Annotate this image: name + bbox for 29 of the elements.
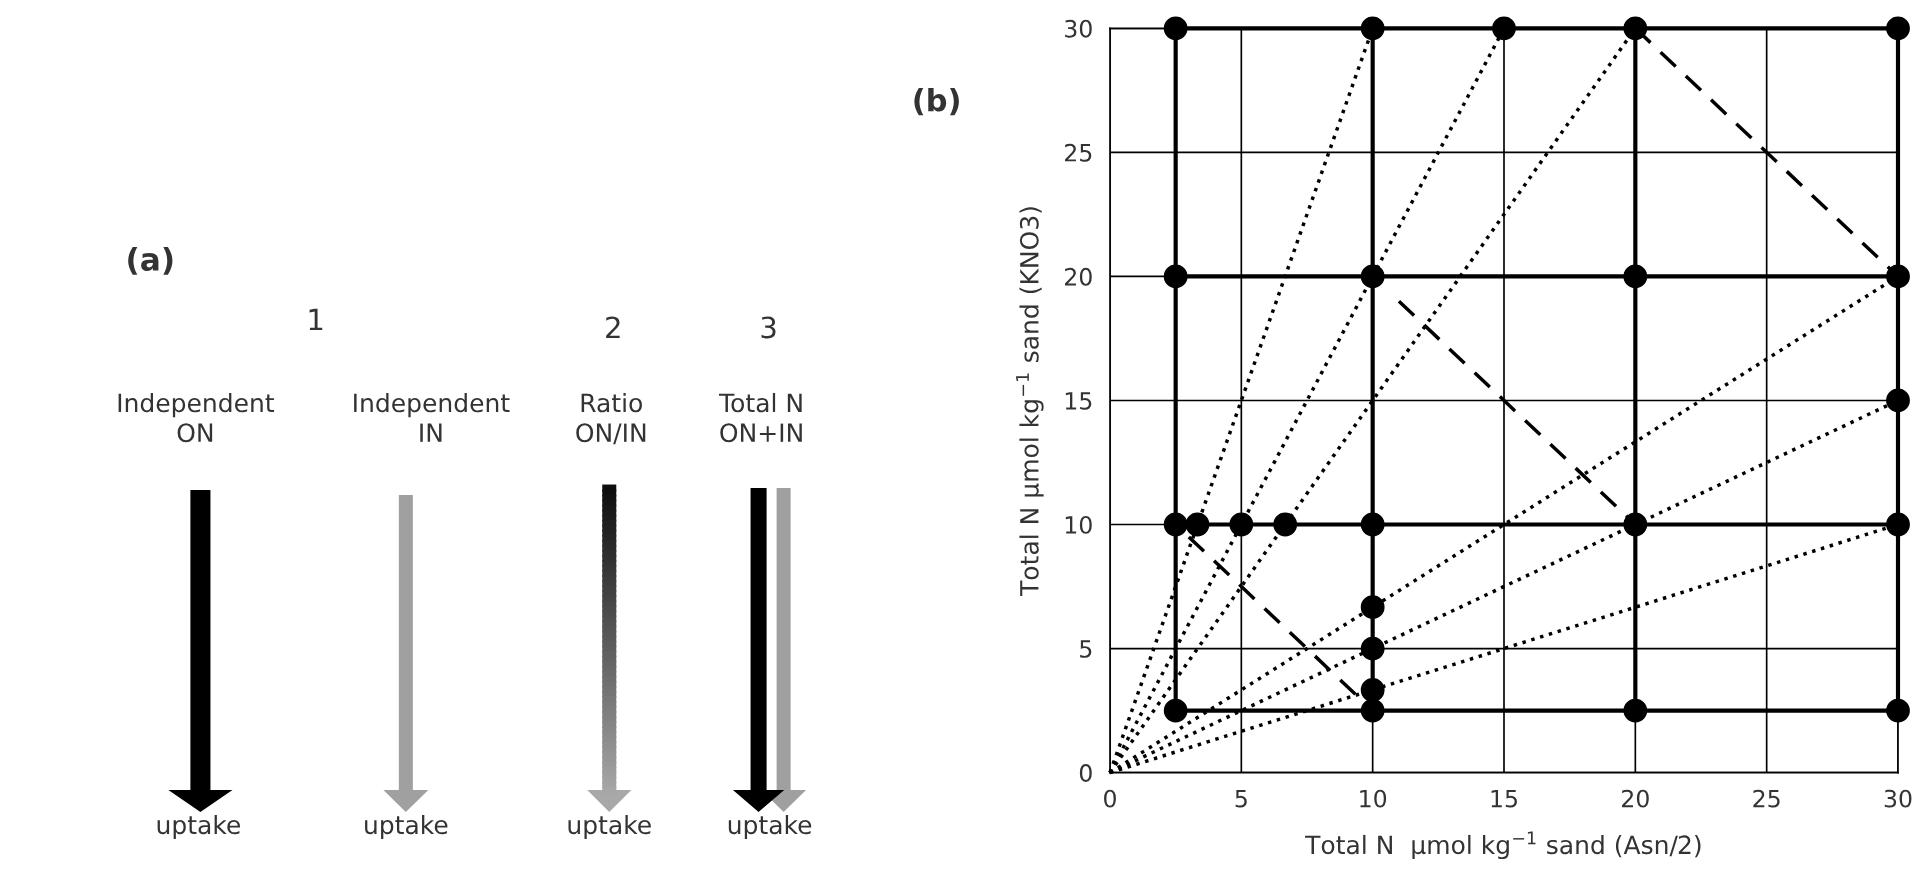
y-tick-label: 30 [1065,19,1092,38]
x-tick-label: 10 [1360,789,1387,808]
y-tick-label: 5 [1080,640,1092,658]
text: uptake [157,814,240,840]
x-tick-label: 15 [1491,790,1517,808]
x-tick-label: 0 [1104,789,1116,808]
x-tick-label: 5 [1235,790,1247,808]
text: uptake [365,814,448,840]
text: Independent ON [118,392,275,443]
x-tick-label: 30 [1884,789,1912,808]
y-tick-label: 25 [1065,143,1092,162]
text: 3 [761,316,776,339]
text: (b) [914,87,959,116]
x-tick-label: 25 [1753,789,1780,808]
text: uptake [728,814,812,840]
text: Ratio ON/IN [576,392,646,445]
y-tick-label: 10 [1065,515,1092,534]
x-axis-title: Total N μmol kg$^{−1}$ sand (Asn/2) [1305,831,1701,860]
text: 2 [606,316,620,339]
x-tick-label: 20 [1622,789,1649,808]
text: Independent IN [354,392,510,442]
text: (a) [128,246,173,275]
text: Total N ON+IN [718,392,802,443]
text: 1 [309,308,323,331]
text: uptake [568,814,651,840]
y-tick-label: 0 [1079,764,1092,782]
y-tick-label: 15 [1065,392,1092,410]
y-tick-label: 20 [1065,267,1092,286]
y-axis-title: Total N μmol kg$^{−1}$ sand (KNO3) [1016,207,1044,597]
